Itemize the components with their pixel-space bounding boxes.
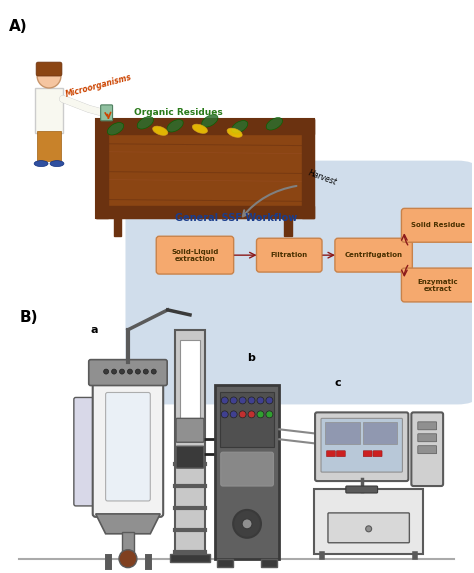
- Ellipse shape: [108, 123, 124, 135]
- FancyBboxPatch shape: [411, 413, 443, 486]
- FancyBboxPatch shape: [96, 119, 108, 218]
- Text: Microorganisms: Microorganisms: [64, 73, 133, 99]
- Circle shape: [239, 411, 246, 418]
- Text: c: c: [335, 378, 342, 387]
- Ellipse shape: [167, 120, 183, 132]
- Circle shape: [119, 369, 125, 374]
- FancyBboxPatch shape: [36, 62, 62, 76]
- FancyBboxPatch shape: [321, 418, 402, 472]
- Text: b: b: [247, 352, 255, 363]
- FancyBboxPatch shape: [335, 238, 412, 272]
- FancyBboxPatch shape: [35, 88, 63, 133]
- Circle shape: [233, 510, 261, 538]
- Ellipse shape: [231, 120, 248, 133]
- Circle shape: [257, 397, 264, 404]
- Ellipse shape: [153, 126, 168, 135]
- Text: Solid-Liquid
extraction: Solid-Liquid extraction: [171, 249, 219, 262]
- Text: B): B): [19, 310, 38, 325]
- Circle shape: [151, 369, 156, 374]
- Text: Solid Residue: Solid Residue: [411, 222, 465, 228]
- FancyBboxPatch shape: [114, 218, 121, 236]
- Circle shape: [266, 411, 273, 418]
- Ellipse shape: [227, 128, 242, 138]
- FancyBboxPatch shape: [418, 434, 437, 442]
- FancyBboxPatch shape: [220, 393, 274, 447]
- Circle shape: [257, 411, 264, 418]
- Text: Harvest: Harvest: [307, 168, 338, 187]
- FancyBboxPatch shape: [401, 209, 474, 242]
- FancyBboxPatch shape: [346, 486, 378, 493]
- Circle shape: [37, 64, 61, 88]
- Text: A): A): [9, 19, 28, 34]
- Ellipse shape: [34, 160, 48, 167]
- Ellipse shape: [50, 160, 64, 167]
- Ellipse shape: [202, 115, 218, 127]
- FancyBboxPatch shape: [221, 452, 273, 486]
- Circle shape: [248, 411, 255, 418]
- Circle shape: [365, 526, 372, 532]
- FancyBboxPatch shape: [302, 119, 314, 218]
- FancyBboxPatch shape: [96, 119, 314, 134]
- Circle shape: [239, 397, 246, 404]
- Circle shape: [128, 369, 132, 374]
- FancyBboxPatch shape: [215, 384, 279, 559]
- Circle shape: [104, 369, 109, 374]
- FancyBboxPatch shape: [315, 413, 409, 481]
- Circle shape: [221, 397, 228, 404]
- Text: Enzymatic
extract: Enzymatic extract: [418, 278, 458, 292]
- Text: Centrifugation: Centrifugation: [345, 252, 402, 258]
- FancyBboxPatch shape: [96, 119, 314, 218]
- Circle shape: [248, 397, 255, 404]
- Ellipse shape: [266, 117, 283, 130]
- FancyBboxPatch shape: [328, 513, 410, 543]
- FancyBboxPatch shape: [89, 360, 167, 386]
- FancyBboxPatch shape: [156, 236, 234, 274]
- FancyBboxPatch shape: [180, 340, 200, 439]
- Circle shape: [242, 519, 252, 529]
- FancyBboxPatch shape: [74, 398, 98, 506]
- FancyBboxPatch shape: [93, 376, 163, 517]
- Circle shape: [221, 411, 228, 418]
- FancyBboxPatch shape: [373, 451, 382, 457]
- Ellipse shape: [192, 124, 208, 134]
- FancyBboxPatch shape: [217, 559, 233, 567]
- FancyBboxPatch shape: [363, 451, 372, 457]
- Text: Organic Residues: Organic Residues: [134, 108, 222, 117]
- FancyBboxPatch shape: [126, 160, 474, 405]
- FancyBboxPatch shape: [314, 489, 423, 554]
- Ellipse shape: [137, 116, 154, 129]
- FancyBboxPatch shape: [418, 422, 437, 430]
- FancyBboxPatch shape: [256, 238, 322, 272]
- FancyBboxPatch shape: [327, 451, 336, 457]
- Circle shape: [143, 369, 148, 374]
- FancyBboxPatch shape: [122, 532, 134, 552]
- FancyBboxPatch shape: [325, 422, 360, 444]
- FancyBboxPatch shape: [401, 268, 474, 302]
- Polygon shape: [96, 514, 160, 534]
- Circle shape: [266, 397, 273, 404]
- FancyBboxPatch shape: [176, 418, 204, 442]
- FancyBboxPatch shape: [337, 451, 346, 457]
- Circle shape: [136, 369, 140, 374]
- Circle shape: [111, 369, 117, 374]
- Circle shape: [119, 550, 137, 568]
- Circle shape: [230, 411, 237, 418]
- FancyBboxPatch shape: [106, 393, 150, 501]
- FancyBboxPatch shape: [262, 559, 277, 567]
- Text: Filtration: Filtration: [271, 252, 308, 258]
- FancyBboxPatch shape: [37, 131, 61, 160]
- Text: a: a: [91, 325, 98, 335]
- FancyBboxPatch shape: [170, 554, 210, 562]
- Text: General SSF Workflow: General SSF Workflow: [175, 213, 297, 223]
- Circle shape: [230, 397, 237, 404]
- FancyBboxPatch shape: [284, 218, 292, 236]
- FancyBboxPatch shape: [175, 330, 205, 559]
- FancyBboxPatch shape: [176, 446, 204, 468]
- FancyBboxPatch shape: [96, 206, 314, 218]
- FancyBboxPatch shape: [418, 446, 437, 454]
- FancyBboxPatch shape: [363, 422, 398, 444]
- FancyBboxPatch shape: [100, 105, 112, 121]
